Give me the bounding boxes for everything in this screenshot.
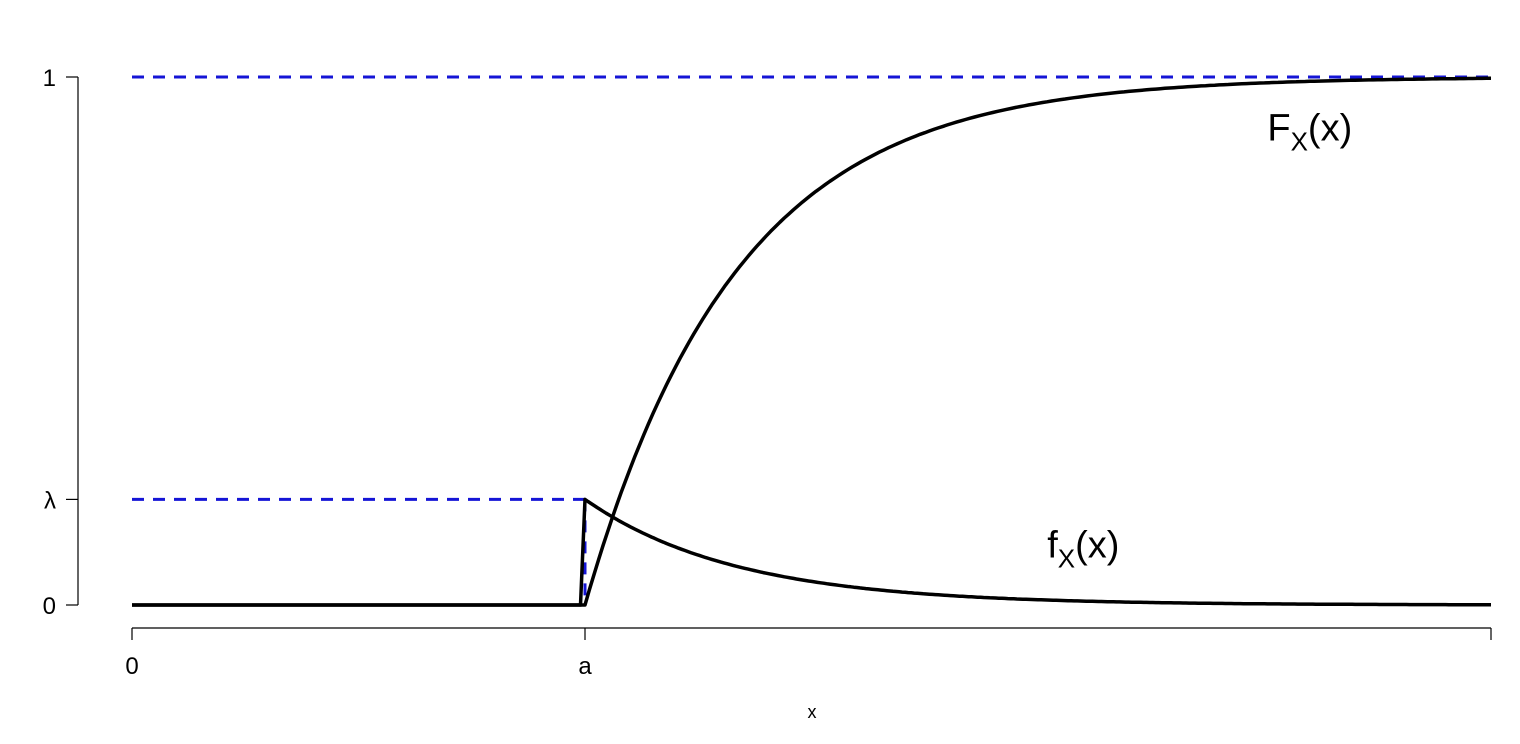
x-tick-label: 0	[125, 653, 138, 680]
labels: FX(x)fX(x)	[1047, 107, 1352, 573]
guide-lines	[132, 75, 1491, 605]
axes: 0 λ 1 0 a	[43, 65, 1492, 680]
pdf-curve	[132, 497, 1491, 607]
pdf-label-subscript: X	[1058, 543, 1075, 573]
cdf-curve	[132, 76, 1491, 607]
cdf-label-argument: (x)	[1308, 107, 1352, 149]
y-tick-label: λ	[44, 487, 56, 514]
x-tick-label: a	[578, 653, 592, 680]
y-tick-label: 0	[43, 593, 56, 620]
x-axis-label: x	[808, 702, 817, 722]
pdf-label-argument: (x)	[1075, 524, 1119, 566]
cdf-label: FX(x)	[1267, 107, 1352, 156]
pdf-label: fX(x)	[1047, 524, 1119, 573]
pdf-label-main: f	[1047, 524, 1058, 566]
curves	[132, 76, 1491, 607]
cdf-label-subscript: X	[1291, 126, 1308, 156]
cdf-label-main: F	[1267, 107, 1290, 149]
y-tick-label: 1	[43, 65, 56, 92]
